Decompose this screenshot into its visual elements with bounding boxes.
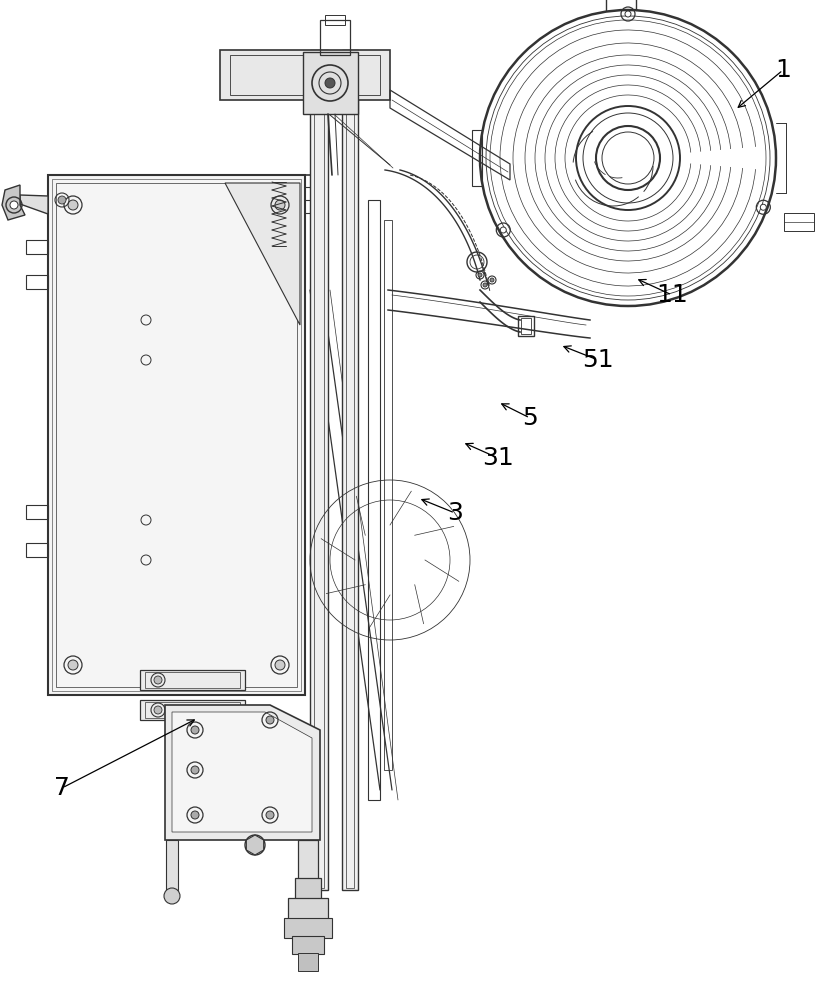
Circle shape bbox=[760, 204, 767, 210]
Circle shape bbox=[191, 811, 199, 819]
Circle shape bbox=[266, 811, 274, 819]
Circle shape bbox=[154, 676, 162, 684]
Polygon shape bbox=[247, 835, 264, 855]
Circle shape bbox=[478, 273, 482, 277]
Circle shape bbox=[249, 839, 261, 851]
Circle shape bbox=[58, 196, 66, 204]
Bar bbox=[521, 318, 531, 334]
Bar bbox=[52, 179, 301, 691]
Circle shape bbox=[154, 706, 162, 714]
Polygon shape bbox=[172, 712, 312, 832]
Circle shape bbox=[191, 726, 199, 734]
Bar bbox=[26, 275, 48, 289]
Text: 3: 3 bbox=[447, 501, 463, 525]
Polygon shape bbox=[2, 185, 25, 220]
Polygon shape bbox=[225, 183, 300, 325]
Text: 31: 31 bbox=[482, 446, 514, 470]
Bar bbox=[342, 50, 358, 890]
Circle shape bbox=[266, 716, 274, 724]
Bar bbox=[284, 918, 332, 938]
Circle shape bbox=[483, 283, 487, 287]
Bar bbox=[368, 200, 380, 800]
Bar bbox=[145, 702, 240, 718]
Bar bbox=[320, 20, 350, 55]
Circle shape bbox=[68, 660, 78, 670]
Bar bbox=[26, 543, 48, 557]
Bar bbox=[166, 840, 178, 890]
Circle shape bbox=[191, 766, 199, 774]
Circle shape bbox=[625, 11, 631, 17]
Polygon shape bbox=[165, 705, 320, 840]
Bar bbox=[26, 240, 48, 254]
Text: 11: 11 bbox=[656, 283, 688, 307]
Circle shape bbox=[68, 200, 78, 210]
Circle shape bbox=[164, 888, 180, 904]
Circle shape bbox=[500, 227, 506, 233]
Circle shape bbox=[325, 78, 335, 88]
Bar bbox=[346, 52, 354, 888]
Bar bbox=[314, 52, 324, 888]
Bar bbox=[140, 670, 245, 690]
Bar bbox=[784, 213, 814, 231]
Text: 1: 1 bbox=[775, 58, 791, 82]
Bar bbox=[298, 953, 318, 971]
Bar bbox=[292, 936, 324, 954]
Circle shape bbox=[275, 200, 285, 210]
Circle shape bbox=[275, 660, 285, 670]
Text: 7: 7 bbox=[54, 776, 70, 800]
Bar bbox=[295, 878, 321, 900]
Bar bbox=[220, 50, 390, 100]
Bar bbox=[310, 50, 328, 890]
Bar bbox=[303, 52, 358, 114]
Bar bbox=[230, 55, 380, 95]
Bar bbox=[288, 898, 328, 920]
Bar bbox=[298, 840, 318, 880]
Bar bbox=[140, 700, 245, 720]
Bar bbox=[26, 505, 48, 519]
Text: 5: 5 bbox=[523, 406, 538, 430]
Circle shape bbox=[10, 201, 18, 209]
Text: 51: 51 bbox=[582, 348, 613, 372]
Bar bbox=[384, 220, 392, 770]
Bar bbox=[145, 672, 240, 688]
Bar bbox=[56, 183, 297, 687]
Bar bbox=[518, 316, 534, 336]
Bar bbox=[48, 175, 305, 695]
Bar bbox=[325, 15, 345, 25]
Circle shape bbox=[490, 278, 494, 282]
Polygon shape bbox=[20, 195, 48, 214]
